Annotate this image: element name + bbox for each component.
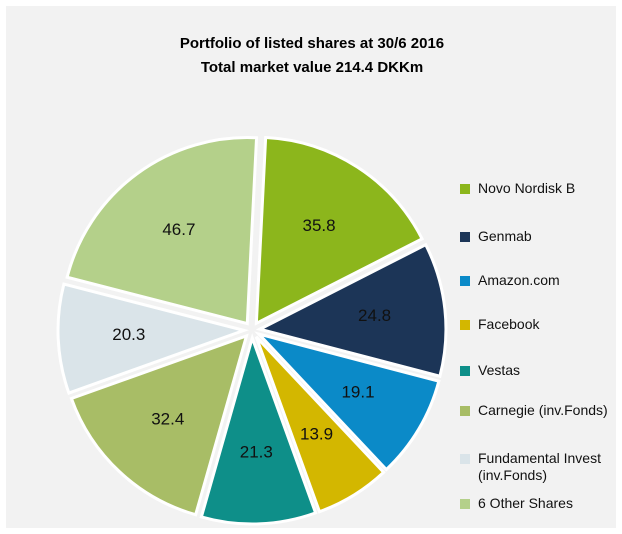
legend-item: Novo Nordisk B: [460, 180, 608, 197]
legend-item: Carnegie (inv.Fonds): [460, 402, 608, 419]
legend-swatch: [460, 232, 470, 242]
chart-subtitle: Total market value 214.4 DKKm: [201, 59, 423, 76]
legend-swatch: [460, 184, 470, 194]
pie-slice: [254, 331, 441, 472]
legend-swatch: [460, 366, 470, 376]
data-label: 19.1: [341, 382, 374, 401]
legend-item: Facebook: [460, 316, 608, 333]
chart-title: Portfolio of listed shares at 30/6 2016: [180, 35, 444, 52]
legend-label: Genmab: [478, 228, 532, 244]
legend-swatch: [460, 276, 470, 286]
data-label: 21.3: [240, 443, 273, 462]
legend-swatch: [460, 406, 470, 416]
pie-slice: [254, 335, 386, 514]
data-label: 32.4: [151, 410, 184, 429]
legend-label: Facebook: [478, 316, 540, 332]
pie-slice: [56, 282, 250, 395]
legend-swatch: [460, 499, 470, 509]
legend-item: Vestas: [460, 362, 608, 379]
legend-item: Fundamental Invest (inv.Fonds): [460, 450, 608, 484]
data-label: 13.9: [300, 425, 333, 444]
pie-slice: [199, 333, 318, 526]
legend-label: Fundamental Invest (inv.Fonds): [478, 450, 601, 483]
legend-item: Amazon.com: [460, 272, 608, 289]
data-label: 46.7: [162, 220, 195, 239]
legend-item: Genmab: [460, 228, 608, 245]
legend-item: 6 Other Shares: [460, 495, 608, 512]
pie-slice: [69, 333, 249, 517]
legend-label: 6 Other Shares: [478, 495, 573, 511]
pie-slice: [254, 135, 425, 326]
legend-swatch: [460, 454, 470, 464]
data-label: 20.3: [112, 325, 145, 344]
pie-slice: [65, 136, 259, 326]
legend-swatch: [460, 320, 470, 330]
data-label: 35.8: [303, 216, 336, 235]
legend-label: Carnegie (inv.Fonds): [478, 402, 608, 418]
pie-slice: [255, 242, 448, 379]
data-label: 24.8: [358, 306, 391, 325]
legend-label: Vestas: [478, 362, 521, 378]
legend-label: Novo Nordisk B: [478, 180, 576, 196]
legend-label: Amazon.com: [478, 272, 560, 288]
